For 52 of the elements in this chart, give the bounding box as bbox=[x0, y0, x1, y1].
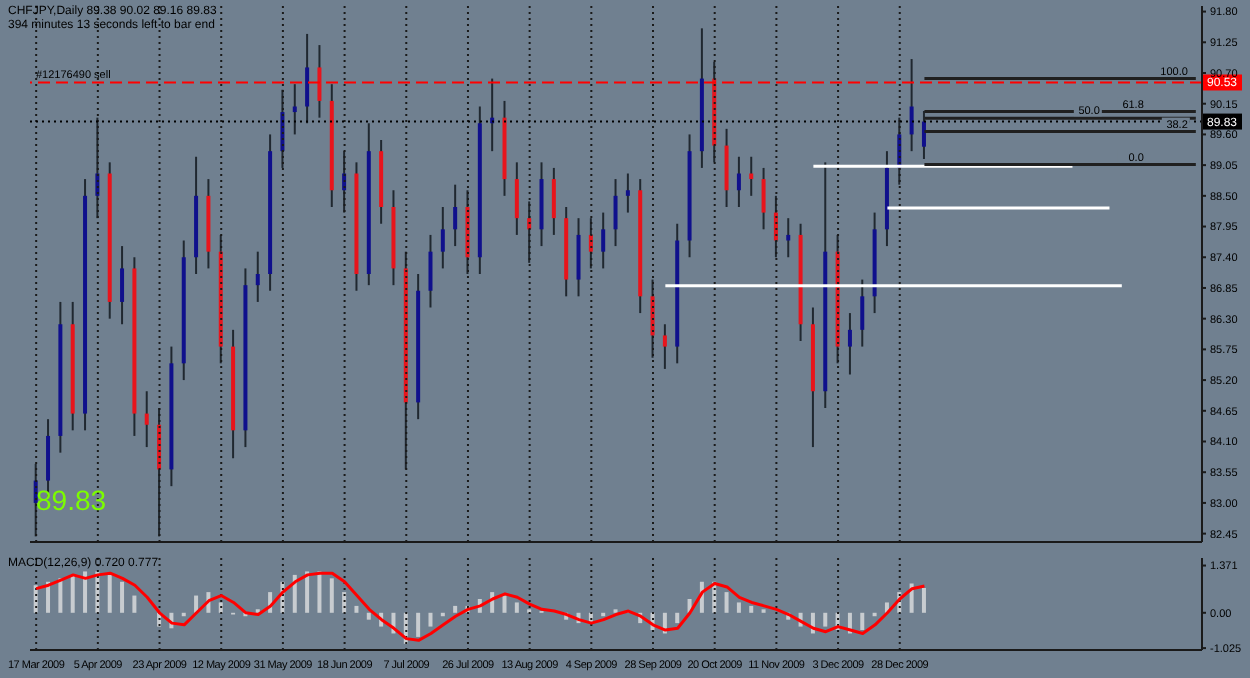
candlestick bbox=[292, 83, 297, 136]
bar bbox=[70, 574, 75, 613]
bar bbox=[120, 581, 125, 613]
candlestick bbox=[662, 323, 667, 370]
candlestick bbox=[921, 109, 926, 160]
annotation: 89.83 bbox=[36, 484, 107, 516]
bar bbox=[46, 581, 51, 613]
bar bbox=[724, 592, 729, 613]
candlestick bbox=[440, 206, 445, 270]
candlestick bbox=[761, 166, 766, 231]
candlestick bbox=[428, 233, 433, 309]
candlestick bbox=[909, 58, 914, 153]
bar bbox=[860, 612, 865, 631]
candlestick bbox=[724, 127, 729, 208]
candlestick bbox=[847, 312, 852, 376]
bar bbox=[107, 574, 112, 613]
candlestick bbox=[551, 166, 556, 236]
bar bbox=[749, 605, 754, 613]
bar bbox=[823, 612, 828, 627]
line-series bbox=[34, 571, 926, 642]
candlestick bbox=[120, 245, 125, 326]
bar bbox=[502, 595, 507, 613]
bar bbox=[736, 602, 741, 613]
candlestick bbox=[749, 155, 754, 197]
bar bbox=[366, 612, 371, 620]
bar bbox=[305, 571, 310, 613]
bar bbox=[921, 587, 926, 613]
candlestick bbox=[453, 183, 458, 248]
bar bbox=[416, 612, 421, 637]
bar bbox=[194, 595, 199, 613]
candlestick bbox=[860, 278, 865, 348]
candlestick bbox=[144, 390, 149, 449]
candlestick bbox=[601, 211, 606, 270]
candlestick bbox=[514, 161, 519, 236]
bar bbox=[317, 571, 322, 613]
bar bbox=[329, 578, 334, 613]
candlestick bbox=[576, 217, 581, 298]
bar bbox=[453, 605, 458, 613]
bar bbox=[428, 612, 433, 627]
bar bbox=[675, 612, 680, 624]
bar bbox=[83, 571, 88, 613]
bar bbox=[514, 602, 519, 613]
candlestick bbox=[786, 217, 791, 259]
bar bbox=[354, 605, 359, 613]
candlestick bbox=[317, 44, 322, 119]
candlestick bbox=[255, 250, 260, 303]
bar bbox=[132, 595, 137, 613]
candlestick bbox=[736, 155, 741, 208]
candlestick bbox=[613, 178, 618, 248]
candlestick bbox=[625, 172, 630, 214]
bar bbox=[58, 578, 63, 613]
candlestick bbox=[305, 32, 310, 125]
